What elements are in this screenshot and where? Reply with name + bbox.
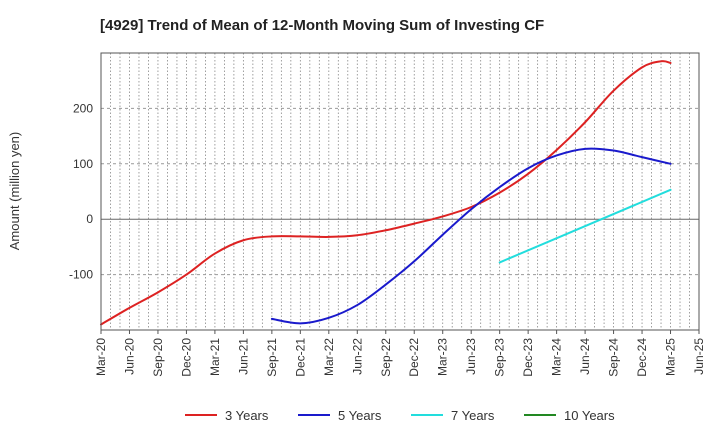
x-tick-label: Dec-21 [293, 338, 307, 377]
series-line-7-years [498, 188, 672, 264]
legend: 3 Years 5 Years 7 Years 10 Years [185, 408, 615, 423]
x-tick-label: Jun-23 [464, 338, 478, 375]
x-tick-label: Sep-22 [379, 338, 393, 377]
x-tick-label: Sep-23 [493, 338, 507, 377]
x-tick-label: Mar-23 [436, 338, 450, 376]
x-tick-label: Jun-24 [578, 338, 592, 375]
x-tick-label: Jun-25 [692, 338, 706, 375]
y-tick-label: 100 [73, 157, 93, 171]
y-tick-label: 0 [86, 212, 93, 226]
x-tick-label: Jun-21 [236, 338, 250, 375]
y-axis-ticks: -100 0 100 200 [69, 101, 93, 281]
x-tick-label: Sep-21 [265, 338, 279, 377]
series-line-3-years [100, 60, 672, 326]
x-tick-label: Dec-20 [179, 338, 193, 377]
x-tick-label: Dec-22 [407, 338, 421, 377]
y-tick-label: 200 [73, 101, 93, 115]
x-tick-label: Dec-23 [521, 338, 535, 377]
x-tick-label: Jun-22 [350, 338, 364, 375]
x-tick-label: Mar-25 [664, 338, 678, 376]
series-line-5-years [270, 147, 672, 325]
x-tick-label: Mar-22 [322, 338, 336, 376]
legend-label-3-years: 3 Years [225, 408, 269, 423]
legend-label-10-years: 10 Years [564, 408, 615, 423]
x-tick-label: Mar-24 [550, 338, 564, 376]
legend-label-7-years: 7 Years [451, 408, 495, 423]
series-lines [100, 60, 672, 326]
y-tick-label: -100 [69, 268, 93, 282]
x-tick-label: Jun-20 [122, 338, 136, 375]
x-tick-label: Sep-24 [607, 338, 621, 377]
chart-title: [4929] Trend of Mean of 12-Month Moving … [100, 17, 544, 34]
x-tick-label: Sep-20 [151, 338, 165, 377]
legend-label-5-years: 5 Years [338, 408, 382, 423]
x-tick-label: Mar-21 [208, 338, 222, 376]
y-axis-label: Amount (million yen) [7, 132, 22, 251]
x-axis-ticks: Mar-20 Jun-20 Sep-20 Dec-20 Mar-21 Jun-21 Sep-… [94, 330, 706, 377]
x-tick-label: Mar-20 [94, 338, 108, 376]
plot-area-border [100, 52, 700, 331]
x-tick-label: Dec-24 [635, 338, 649, 377]
